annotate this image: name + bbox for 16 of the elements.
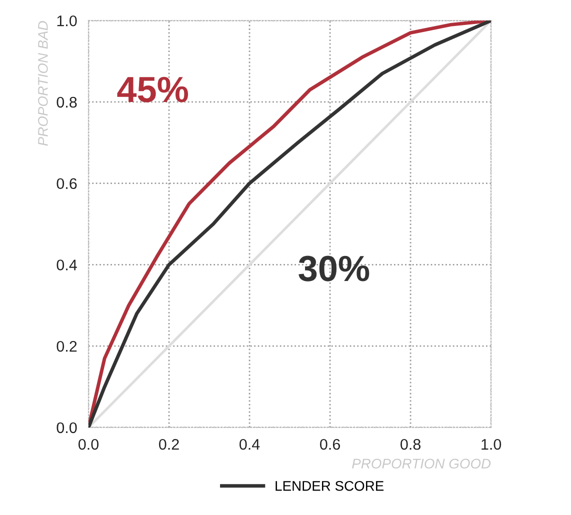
y-tick-label: 0.2	[56, 340, 77, 352]
legend-label: LENDER SCORE	[276, 481, 384, 491]
y-tick-label: 0.8	[56, 96, 77, 108]
x-tick-label: 0.6	[320, 438, 340, 450]
x-tick-label: 1.0	[482, 438, 502, 450]
line-series	[88, 20, 492, 428]
x-tick-label: 0.2	[158, 438, 179, 450]
annotation: 45%	[117, 76, 188, 102]
y-tick-label: 1.0	[57, 15, 77, 26]
x-tick-label: 0.4	[240, 438, 260, 450]
x-tick-label: 0.8	[400, 438, 421, 450]
y-tick-label: 0.0	[56, 422, 77, 434]
y-tick-label: 0.6	[56, 178, 77, 190]
y-tick-label: 0.4	[56, 260, 77, 270]
x-tick-label: 0.0	[78, 438, 99, 450]
annotation: 30%	[298, 256, 370, 282]
